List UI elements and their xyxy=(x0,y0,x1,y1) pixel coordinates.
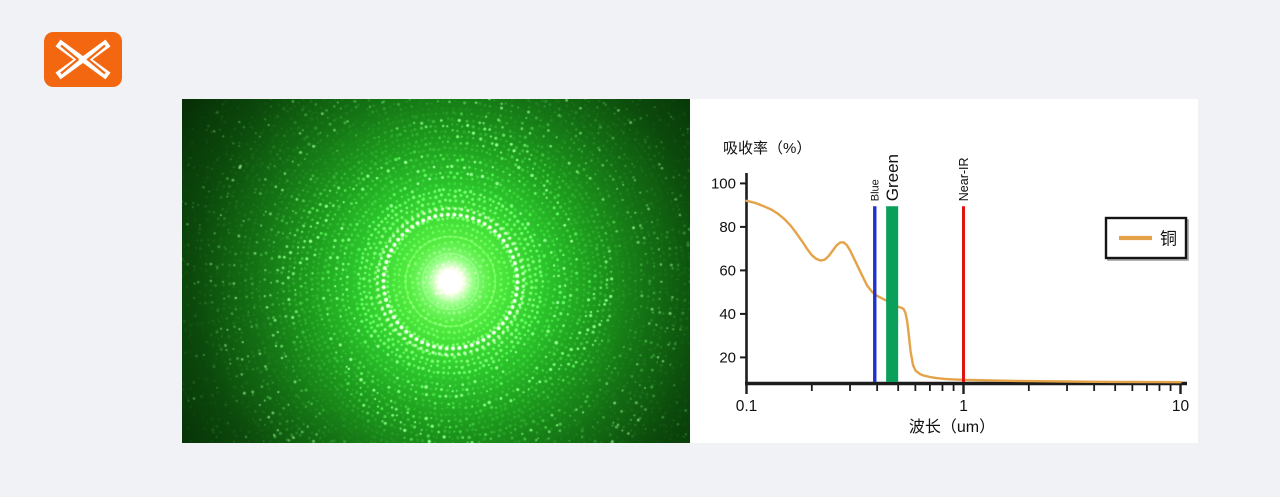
marker-green-band xyxy=(886,206,899,382)
x-tick-label: 0.1 xyxy=(736,398,758,415)
chevron-x-icon xyxy=(55,39,111,80)
figure-panel: 20 40 60 80 100 吸收率（%） 0.1 1 10 波长（um） Blue Green Ne… xyxy=(182,99,1198,443)
y-tick-label: 60 xyxy=(719,262,736,279)
x-axis-title: 波长（um） xyxy=(909,418,995,436)
brand-logo xyxy=(44,32,122,87)
marker-label-near-ir: Near-IR xyxy=(957,157,971,201)
y-tick-label: 40 xyxy=(719,306,736,323)
y-tick-label: 80 xyxy=(719,219,736,236)
y-tick-label: 100 xyxy=(711,175,736,192)
marker-label-green: Green xyxy=(883,154,902,201)
absorption-chart-svg: 20 40 60 80 100 吸收率（%） 0.1 1 10 波长（um） Blue Green Ne… xyxy=(711,140,1190,436)
marker-label-blue: Blue xyxy=(870,179,882,201)
y-tick-label: 20 xyxy=(719,349,736,366)
laser-photo-panel xyxy=(182,99,690,443)
y-axis-title: 吸收率（%） xyxy=(723,140,811,157)
laser-diffraction-photo xyxy=(182,99,690,443)
x-tick-label: 10 xyxy=(1172,398,1190,415)
x-tick-label: 1 xyxy=(959,398,968,415)
absorption-chart-panel: 20 40 60 80 100 吸收率（%） 0.1 1 10 波长（um） Blue Green Ne… xyxy=(690,99,1198,443)
legend-label: 铜 xyxy=(1160,230,1177,249)
